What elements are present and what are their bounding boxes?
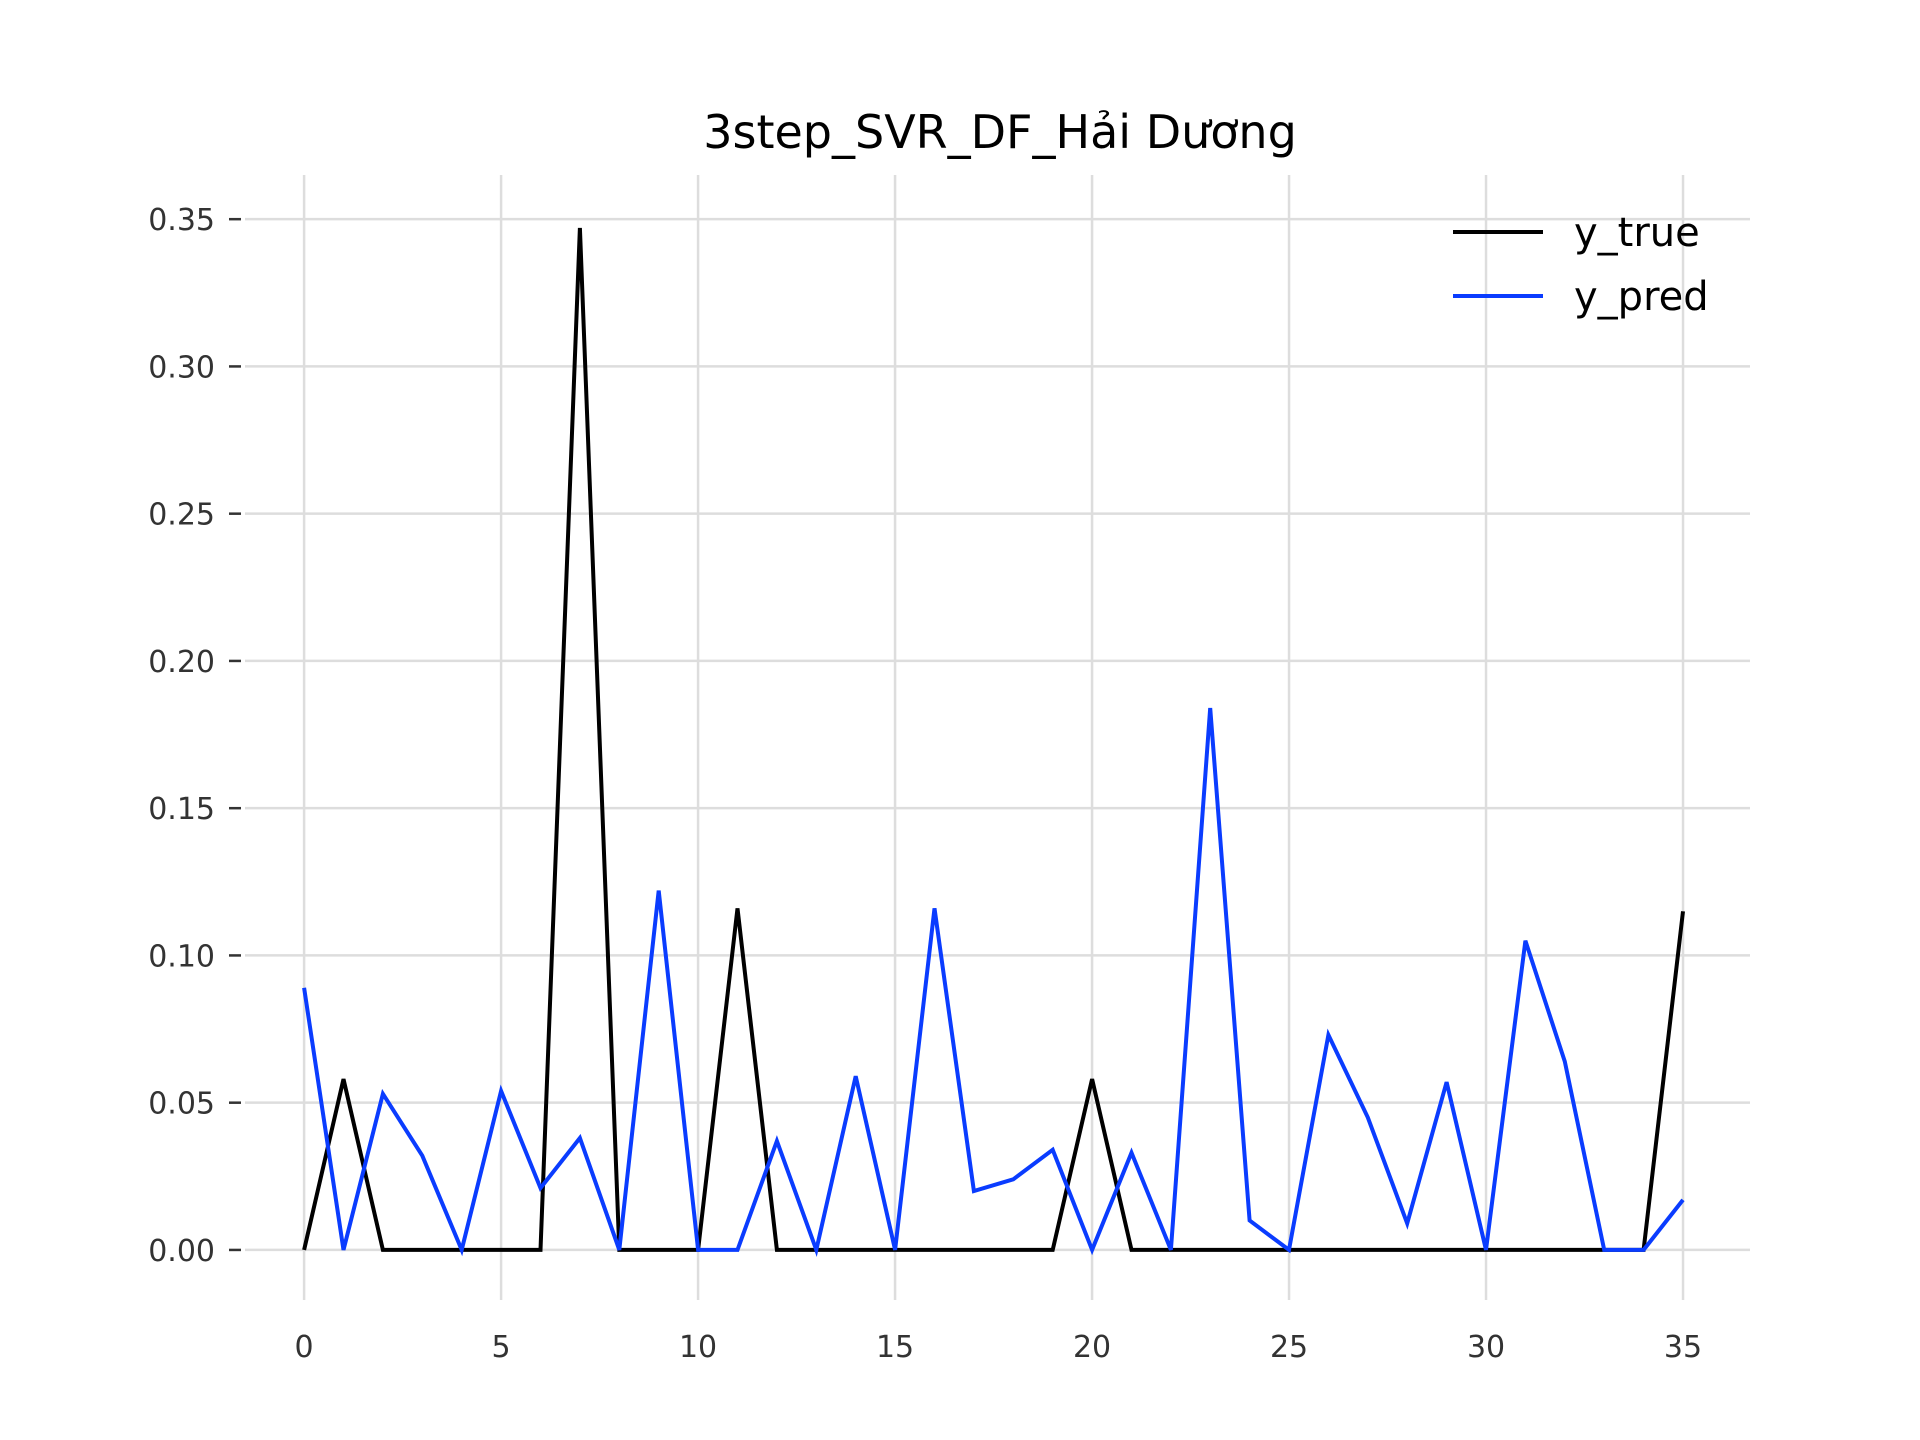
x-tick-label: 0: [295, 1330, 314, 1365]
x-tick-label: 25: [1270, 1330, 1308, 1365]
y-tick-label: 0.05: [148, 1087, 215, 1122]
y-tick-label: 0.15: [148, 792, 215, 827]
x-tick-label: 5: [492, 1330, 511, 1365]
legend-label-y-pred: y_pred: [1574, 274, 1709, 320]
y-tick-label: 0.25: [148, 498, 215, 533]
x-tick-label: 20: [1073, 1330, 1111, 1365]
y-axis: 0.00 0.05 0.10 0.15 0.20 0.25 0.30 0.35: [148, 203, 241, 1269]
series-line-y-true: [302, 227, 1685, 1252]
chart-title: 3step_SVR_DF_Hải Dương: [703, 105, 1297, 159]
y-tick-label: 0.30: [148, 350, 215, 385]
series-lines: [302, 227, 1685, 1257]
series-line-y-pred: [302, 707, 1685, 1257]
y-tick-label: 0.20: [148, 645, 215, 680]
legend-label-y-true: y_true: [1574, 210, 1700, 256]
y-tick-label: 0.35: [148, 203, 215, 238]
x-tick-label: 15: [876, 1330, 914, 1365]
x-tick-label: 10: [679, 1330, 717, 1365]
x-tick-label: 30: [1467, 1330, 1505, 1365]
x-axis: 0 5 10 15 20 25 30 35: [295, 1330, 1703, 1365]
y-tick-label: 0.00: [148, 1234, 215, 1269]
legend: y_true y_pred: [1453, 210, 1709, 320]
x-tick-label: 35: [1664, 1330, 1702, 1365]
y-tick-label: 0.10: [148, 939, 215, 974]
